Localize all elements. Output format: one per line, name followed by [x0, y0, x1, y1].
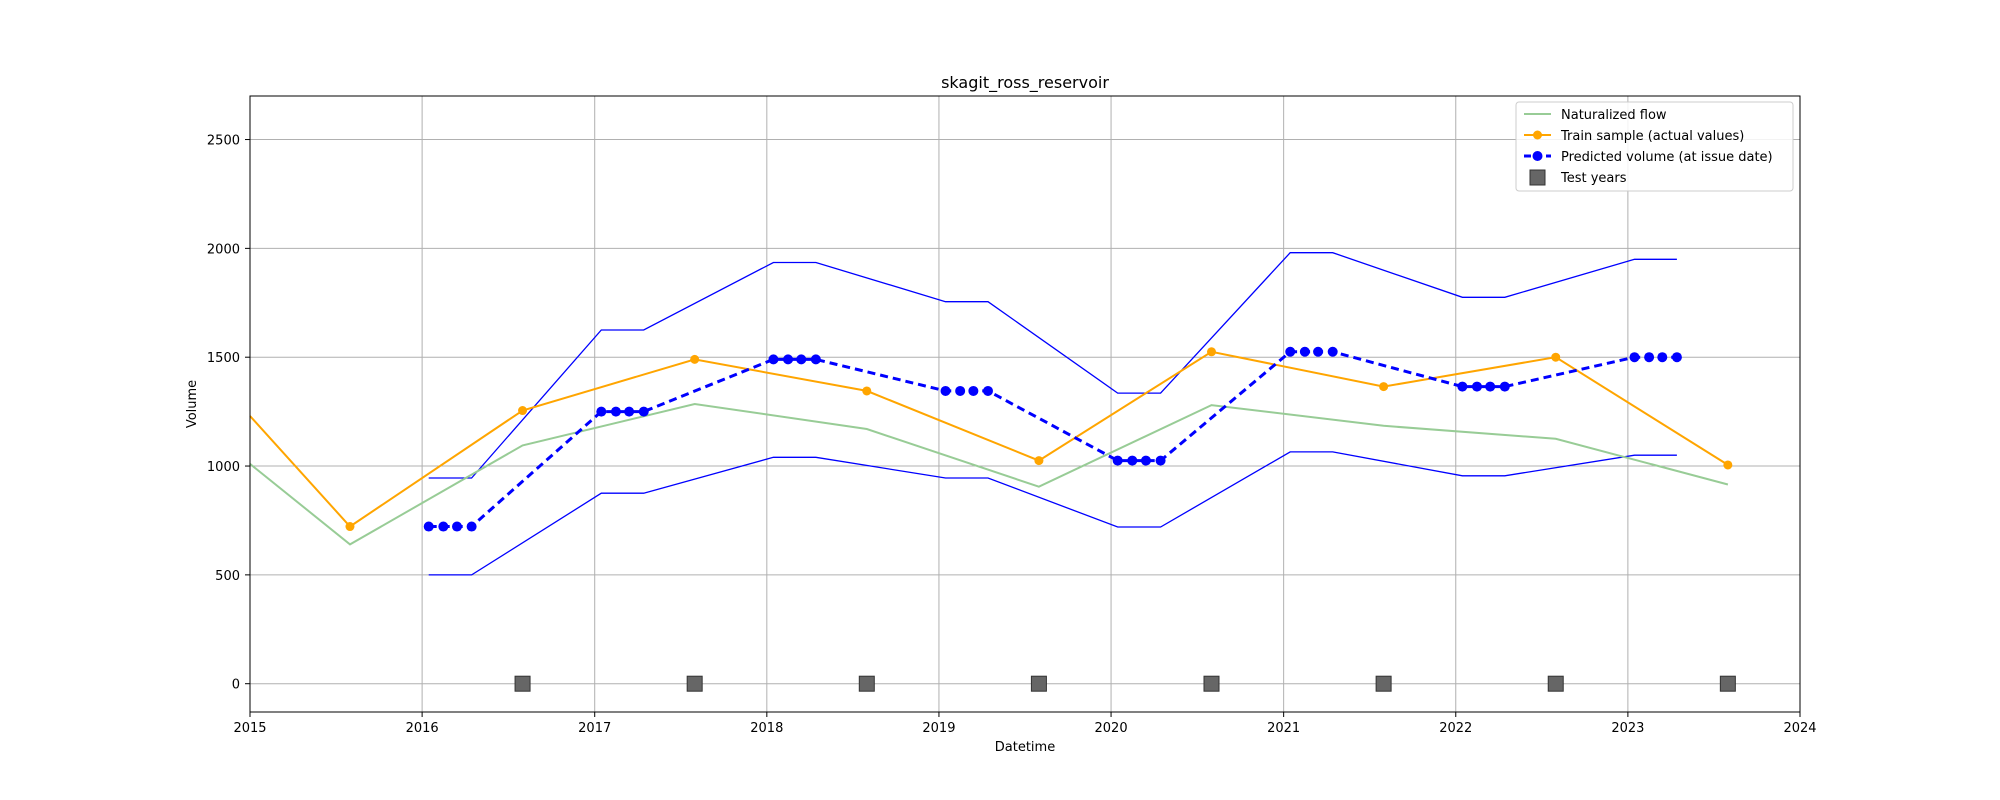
predicted-point [810, 354, 821, 365]
x-axis-label: Datetime [995, 740, 1055, 755]
test-year-marker [1547, 675, 1564, 692]
predicted-point [1112, 455, 1123, 466]
legend-train-label: Train sample (actual values) [1560, 129, 1744, 144]
train-sample-point [1034, 456, 1044, 466]
x-tick-label: 2022 [1439, 721, 1472, 736]
predicted-point [610, 406, 621, 417]
predicted-point [1671, 352, 1682, 363]
predicted-point [1313, 346, 1324, 357]
train-sample-point [1551, 352, 1561, 362]
train-sample-point [1379, 382, 1389, 392]
x-tick-label: 2018 [750, 721, 783, 736]
predicted-point [466, 521, 477, 532]
x-tick-label: 2020 [1095, 721, 1128, 736]
prediction-bounds [428, 252, 1677, 576]
train-sample-point [345, 522, 355, 532]
upper-bound-line [428, 252, 1677, 479]
x-tick-label: 2019 [922, 721, 955, 736]
predicted-point [1327, 346, 1338, 357]
predicted-point [1127, 455, 1138, 466]
x-tick-label: 2017 [578, 721, 611, 736]
y-tick-label: 1000 [207, 460, 240, 475]
ticks: 2015 2016 2017 2018 2019 2020 2021 2022 2023 2024… [207, 134, 1817, 736]
predicted-line [428, 350, 1677, 528]
predicted-point [1285, 346, 1296, 357]
test-year-marker [1203, 675, 1220, 692]
test-year-marker [858, 675, 875, 692]
predicted-point [1471, 381, 1482, 392]
y-tick-label: 2500 [207, 134, 240, 149]
predicted-point [1657, 352, 1668, 363]
train-sample-point [1206, 347, 1216, 357]
lower-bound-line [428, 451, 1677, 576]
train-sample-point [690, 354, 700, 364]
test-year-marker [1030, 675, 1047, 692]
legend-train-swatch-marker [1533, 130, 1542, 140]
predicted-point [968, 385, 979, 396]
predicted-point [1457, 381, 1468, 392]
series [249, 346, 1736, 692]
legend-test-swatch [1529, 169, 1546, 186]
legend-predicted-label: Predicted volume (at issue date) [1561, 150, 1773, 165]
predicted-point [796, 354, 807, 365]
predicted-point [423, 521, 434, 532]
predicted-point [940, 385, 951, 396]
test-year-marker [514, 675, 531, 692]
predicted-point [1299, 346, 1310, 357]
legend-test-label: Test years [1560, 171, 1627, 186]
predicted-point [596, 406, 607, 417]
predicted-point [624, 406, 635, 417]
predicted-point [1140, 455, 1151, 466]
train-sample-point [862, 386, 872, 396]
y-tick-label: 500 [215, 569, 240, 584]
train-sample-line [249, 350, 1729, 528]
legend: Naturalized flow Train sample (actual va… [1515, 101, 1794, 192]
x-tick-label: 2023 [1611, 721, 1644, 736]
test-year-marker [1719, 675, 1736, 692]
x-tick-label: 2021 [1267, 721, 1300, 736]
y-tick-label: 2000 [207, 242, 240, 257]
test-year-marker [686, 675, 703, 692]
predicted-point [768, 354, 779, 365]
legend-naturalized-label: Naturalized flow [1561, 108, 1667, 123]
y-tick-label: 0 [232, 678, 240, 693]
predicted-point [452, 521, 463, 532]
legend-predicted-swatch-marker [1532, 151, 1543, 161]
predicted-point [1155, 455, 1166, 466]
x-tick-label: 2024 [1783, 721, 1816, 736]
legend-box [1515, 101, 1794, 192]
predicted-point [982, 385, 993, 396]
naturalized-flow-line [249, 402, 1729, 546]
x-tick-label: 2016 [406, 721, 439, 736]
predicted-point [1644, 352, 1655, 363]
predicted-point [438, 521, 449, 532]
axes-frame [249, 95, 1801, 713]
train-sample-point [1723, 460, 1733, 470]
test-year-marker [1375, 675, 1392, 692]
predicted-point [783, 354, 794, 365]
y-tick-label: 1500 [207, 351, 240, 366]
x-tick-label: 2015 [233, 721, 266, 736]
predicted-point [1485, 381, 1496, 392]
predicted-point [1629, 352, 1640, 363]
predicted-point [1499, 381, 1510, 392]
y-axis-label: Volume [185, 380, 200, 428]
predicted-point [638, 406, 649, 417]
train-sample-point [518, 406, 528, 416]
chart-title: skagit_ross_reservoir [941, 73, 1109, 93]
predicted-point [955, 385, 966, 396]
